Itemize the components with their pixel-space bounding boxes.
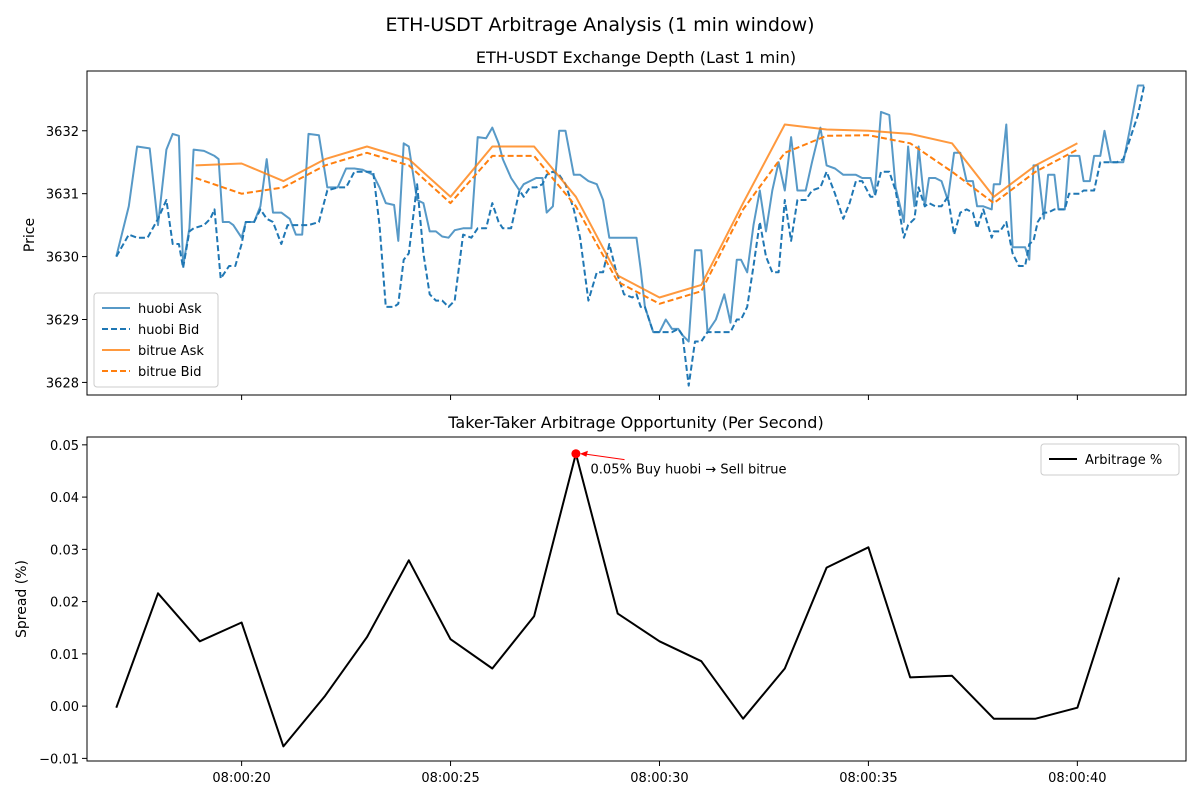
legend-box — [1040, 443, 1180, 476]
legend-box — [93, 292, 219, 388]
spread-chart-series — [115, 452, 1121, 748]
spread-chart-frame — [86, 436, 1187, 762]
y-tick-label: 0.04 — [50, 491, 79, 506]
y-tick-label: 0.05 — [50, 439, 79, 454]
legend-label-bitrue-ask: bitrue Ask — [138, 344, 204, 359]
depth-chart: ETH-USDT Exchange Depth (Last 1 min) Pri… — [22, 48, 1187, 400]
spread-chart-y-ticks: −0.01 0.00 0.01 0.02 0.03 0.04 0.05 — [39, 439, 87, 767]
series-line-bitrue-bid — [195, 134, 1078, 305]
y-tick-label: 3631 — [46, 188, 79, 203]
y-tick-label: 3628 — [46, 376, 79, 391]
annotation-arrow — [582, 453, 625, 461]
annotation-arrowhead — [579, 450, 588, 457]
annotation-label: 0.05% Buy huobi → Sell bitrue — [591, 463, 787, 478]
y-tick-label: 0.03 — [50, 543, 79, 558]
x-tick-label: 08:00:40 — [1048, 771, 1106, 786]
legend-label-huobi-ask: huobi Ask — [138, 302, 202, 317]
y-tick-label: 0.02 — [50, 596, 79, 611]
y-tick-label: 3630 — [46, 251, 79, 266]
spread-chart-ylabel: Spread (%) — [14, 560, 30, 638]
series-line-huobi-ask — [115, 84, 1145, 343]
depth-chart-y-ticks: 3628 3629 3630 3631 3632 — [46, 125, 87, 391]
max-spread-marker — [571, 449, 581, 459]
x-tick-label: 08:00:20 — [212, 771, 270, 786]
legend-label-huobi-bid: huobi Bid — [138, 323, 199, 338]
figure-title: ETH-USDT Arbitrage Analysis (1 min windo… — [385, 14, 814, 36]
spread-chart: Taker-Taker Arbitrage Opportunity (Per S… — [14, 413, 1187, 786]
x-tick-label: 08:00:25 — [421, 771, 479, 786]
series-line-bitrue-ask — [195, 123, 1078, 299]
legend-label-arbitrage: Arbitrage % — [1085, 453, 1162, 468]
depth-chart-ylabel: Price — [22, 218, 38, 252]
depth-chart-legend: huobi Ask huobi Bid bitrue Ask bitrue Bid — [93, 292, 219, 388]
y-tick-label: −0.01 — [39, 752, 79, 767]
depth-chart-frame — [86, 70, 1187, 396]
spread-chart-x-ticks: 08:00:20 08:00:25 08:00:30 08:00:35 08:00:40 — [212, 761, 1107, 786]
spread-chart-title: Taker-Taker Arbitrage Opportunity (Per S… — [447, 413, 823, 432]
spread-chart-legend: Arbitrage % — [1040, 443, 1180, 476]
series-line-arbitrage — [115, 452, 1121, 748]
depth-chart-series — [115, 84, 1146, 387]
x-tick-label: 08:00:35 — [839, 771, 897, 786]
y-tick-label: 3632 — [46, 125, 79, 140]
y-tick-label: 3629 — [46, 314, 79, 329]
legend-label-bitrue-bid: bitrue Bid — [138, 365, 201, 380]
depth-chart-x-ticks — [241, 395, 1078, 400]
spread-annotation: 0.05% Buy huobi → Sell bitrue — [571, 449, 787, 478]
x-tick-label: 08:00:30 — [630, 771, 688, 786]
y-tick-label: 0.00 — [50, 700, 79, 715]
depth-chart-title: ETH-USDT Exchange Depth (Last 1 min) — [476, 48, 796, 67]
y-tick-label: 0.01 — [50, 648, 79, 663]
series-line-huobi-bid — [115, 85, 1146, 387]
